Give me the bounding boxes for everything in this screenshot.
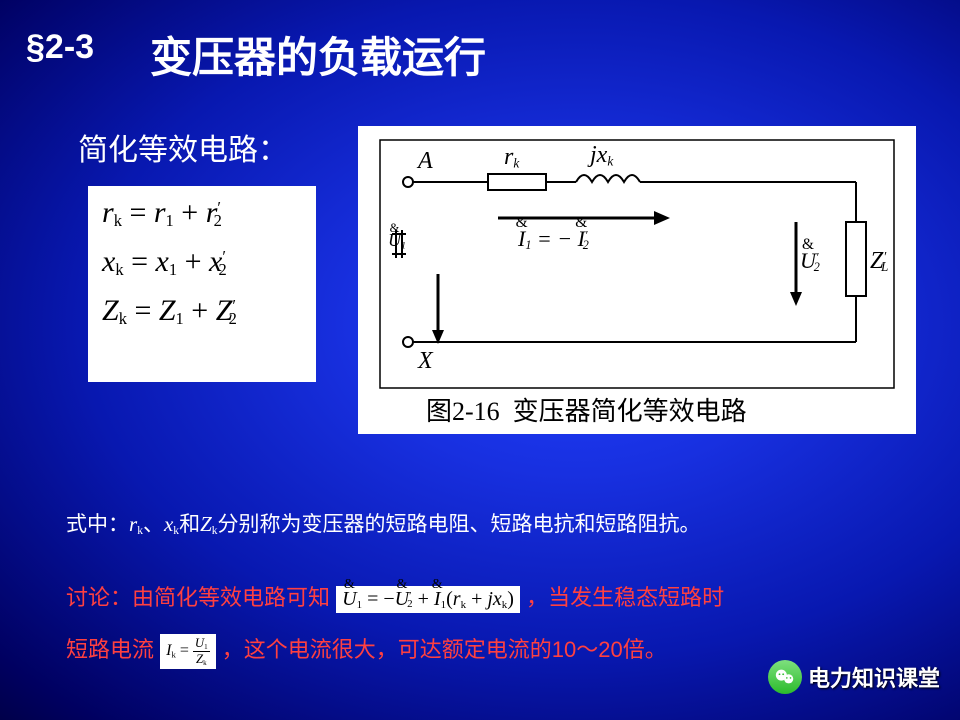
- equations-panel: rk = r1 + r′2 xk = x1 + x′2 Zk = Z1 + Z′…: [88, 186, 316, 382]
- section-number: §2-3: [26, 28, 94, 67]
- label-A: A: [418, 148, 433, 175]
- inline-equation-Ik: Ik = U1 Zk: [160, 634, 216, 669]
- label-ZLp: Z′L: [870, 248, 888, 275]
- figure-caption: 图2-16 变压器简化等效电路: [426, 391, 747, 428]
- slide: §2-3 变压器的负载运行 简化等效电路： rk = r1 + r′2 xk =…: [0, 0, 960, 720]
- watermark-text: 电力知识课堂: [808, 661, 940, 693]
- label-U1: &U1: [388, 230, 406, 251]
- label-jxk: jxk: [590, 142, 613, 169]
- label-X: X: [418, 348, 433, 375]
- watermark: 电力知识课堂: [768, 660, 940, 694]
- slide-title: 变压器的负载运行: [150, 24, 486, 85]
- label-rk: rk: [504, 144, 519, 171]
- label-U2p: &U′2: [800, 248, 820, 275]
- subtitle: 简化等效电路：: [78, 125, 288, 169]
- body-line-2: 讨论：由简化等效电路可知 &U1 = −&U′2 + &I1(rk + jxk)…: [66, 580, 946, 613]
- equation-xk: xk = x1 + x′2: [102, 245, 302, 280]
- figure-panel: A X rk jxk &U1 &I1 = − &I′2 &U′2 Z′L 图2-…: [358, 126, 916, 434]
- label-I-eq: &I1 = − &I′2: [518, 226, 589, 253]
- body-line-1: 式中：rk、xk和Zk分别称为变压器的短路电阻、短路电抗和短路阻抗。: [66, 508, 926, 538]
- equation-zk: Zk = Z1 + Z′2: [102, 294, 302, 329]
- wechat-icon: [768, 660, 802, 694]
- equation-rk: rk = r1 + r′2: [102, 196, 302, 231]
- inline-equation-U1: &U1 = −&U′2 + &I1(rk + jxk): [336, 586, 520, 613]
- circuit-diagram: [358, 126, 916, 434]
